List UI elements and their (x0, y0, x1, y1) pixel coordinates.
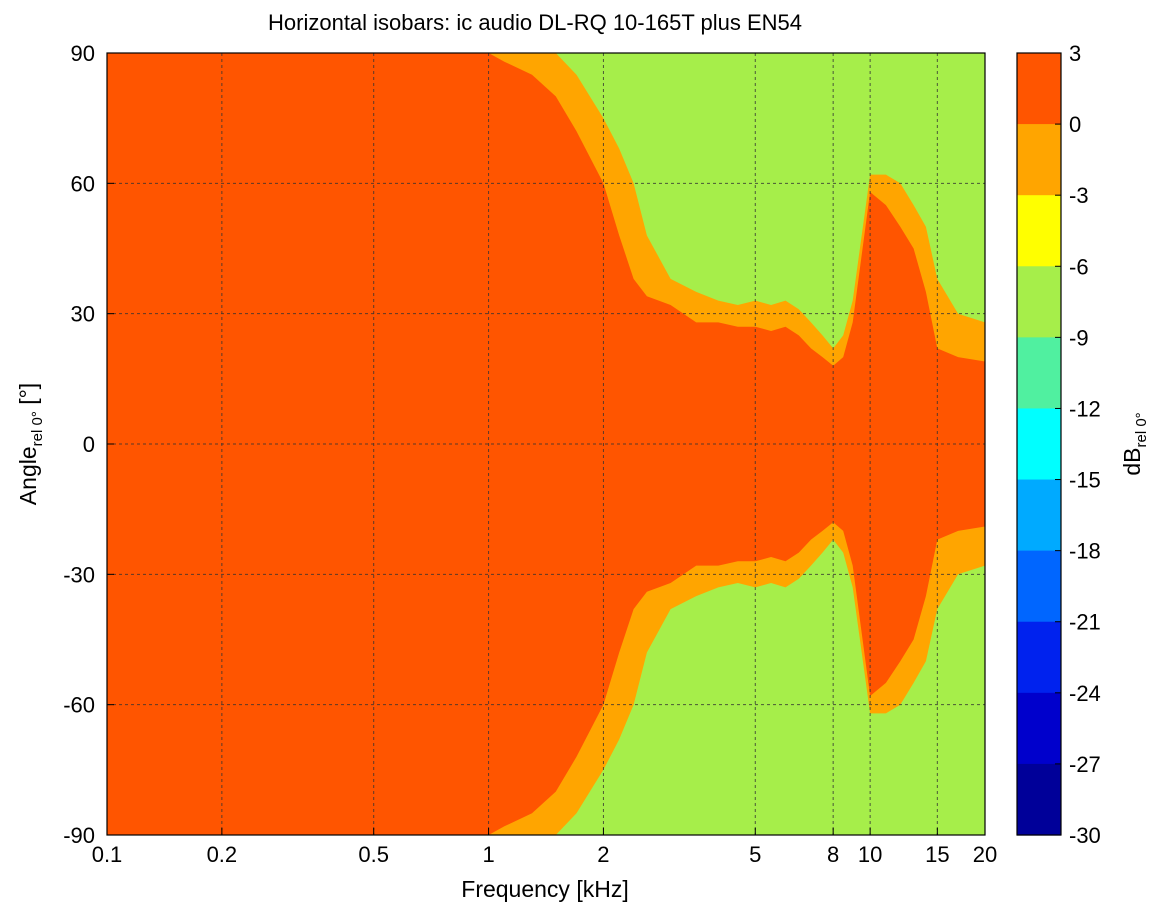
y-axis-label-main: Angle (15, 446, 41, 505)
colorbar-segment (1017, 550, 1061, 623)
y-axis-label: Anglerel 0° [°] (15, 383, 46, 505)
y-tick-label: -90 (63, 823, 95, 848)
colorbar-segment (1017, 195, 1061, 267)
y-axis-ticks: 90 60 30 0 -30 -60 -90 (63, 41, 114, 848)
colorbar-segment (1017, 53, 1061, 125)
colorbar-segment (1017, 408, 1061, 481)
colorbar-tick-label: -12 (1069, 396, 1101, 421)
colorbar-label-sub: rel 0° (1133, 412, 1150, 447)
x-tick-label: 0.2 (207, 842, 238, 867)
y-tick-label: 30 (71, 302, 95, 327)
colorbar-segment (1017, 337, 1061, 410)
x-tick-label: 0.5 (358, 842, 389, 867)
y-tick-label: 90 (71, 41, 95, 66)
x-axis-label: Frequency [kHz] (461, 876, 628, 902)
y-axis-label-sub: rel 0° (29, 411, 46, 446)
colorbar-segment (1017, 621, 1061, 694)
colorbar-tick-label: -21 (1069, 610, 1101, 635)
colorbar-label: dBrel 0° (1119, 412, 1150, 475)
x-tick-label: 10 (858, 842, 882, 867)
colorbar-frame (1016, 52, 1062, 836)
chart-title: Horizontal isobars: ic audio DL-RQ 10-16… (268, 10, 802, 35)
colorbar-tick-label: -9 (1069, 325, 1089, 350)
colorbar-tick-label: -15 (1069, 468, 1101, 493)
x-tick-label: 2 (597, 842, 609, 867)
colorbar-ticks: 3 0 -3 -6 -9 -12 -15 -18 -21 -24 -27 -30 (1055, 41, 1101, 848)
band-minus6dB-lower (107, 539, 985, 835)
y-axis-label-suffix: [°] (15, 383, 41, 411)
y-tick-label: -60 (63, 693, 95, 718)
colorbar-tick-label: -18 (1069, 539, 1101, 564)
contour-bands (107, 53, 985, 835)
x-tick-label: 5 (749, 842, 761, 867)
colorbar-segment (1017, 266, 1061, 338)
colorbar-tick-label: -30 (1069, 823, 1101, 848)
grid-lines (107, 53, 985, 835)
colorbar-tick-label: -27 (1069, 752, 1101, 777)
x-axis-ticks: 0.1 0.2 0.5 1 2 5 8 10 15 20 (92, 828, 997, 867)
x-tick-label: 8 (827, 842, 839, 867)
colorbar-segment (1017, 763, 1061, 836)
y-tick-label: 60 (71, 171, 95, 196)
x-tick-label: 1 (482, 842, 494, 867)
x-tick-label: 15 (925, 842, 949, 867)
y-tick-label: -30 (63, 562, 95, 587)
colorbar-tick-label: -6 (1069, 254, 1089, 279)
colorbar-tick-label: -24 (1069, 681, 1101, 706)
colorbar-label-main: dB (1119, 448, 1145, 476)
colorbar-segment (1017, 692, 1061, 765)
y-tick-label: 0 (83, 432, 95, 457)
colorbar-tick-label: -3 (1069, 183, 1089, 208)
colorbar-tick-label: 3 (1069, 41, 1081, 66)
colorbar-segment (1017, 124, 1061, 196)
colorbar (1017, 53, 1061, 836)
x-tick-label: 0.1 (92, 842, 123, 867)
colorbar-segment (1017, 479, 1061, 552)
band-minus6dB-upper (107, 53, 985, 349)
colorbar-tick-label: 0 (1069, 112, 1081, 137)
x-tick-label: 20 (973, 842, 997, 867)
